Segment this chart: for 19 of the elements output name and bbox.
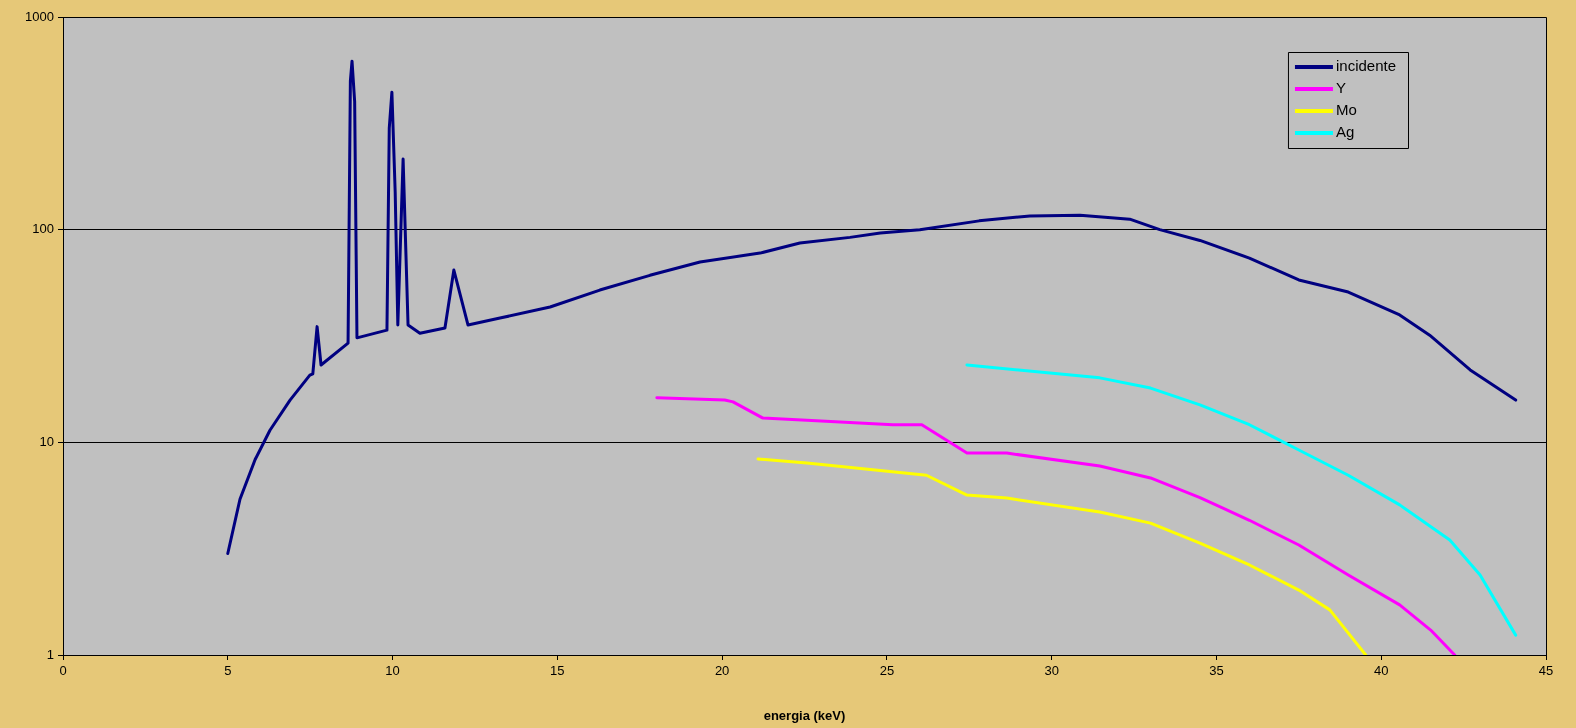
legend-label: Ag (1335, 123, 1355, 141)
x-tick-label: 15 (550, 663, 565, 679)
y-tick-label: 1 (46, 646, 54, 662)
x-tick-label: 20 (714, 663, 730, 679)
legend-label: Mo (1335, 101, 1357, 119)
x-tick-label: 5 (224, 663, 232, 679)
legend-label: Y (1335, 79, 1346, 97)
x-tick-label: 35 (1209, 663, 1224, 679)
x-tick-label: 40 (1373, 663, 1389, 679)
x-tick-label: 10 (385, 663, 400, 679)
x-axis-title: energia (keV) (763, 707, 846, 723)
y-tick-label: 10 (39, 433, 54, 449)
x-tick-label: 45 (1538, 663, 1554, 679)
y-tick-label: 1000 (25, 8, 54, 24)
y-tick-label: 100 (32, 221, 54, 237)
legend-label: incidente (1335, 57, 1396, 75)
x-tick-label: 25 (879, 663, 895, 679)
x-tick-label: 0 (59, 663, 67, 679)
x-tick-label: 30 (1044, 663, 1059, 679)
